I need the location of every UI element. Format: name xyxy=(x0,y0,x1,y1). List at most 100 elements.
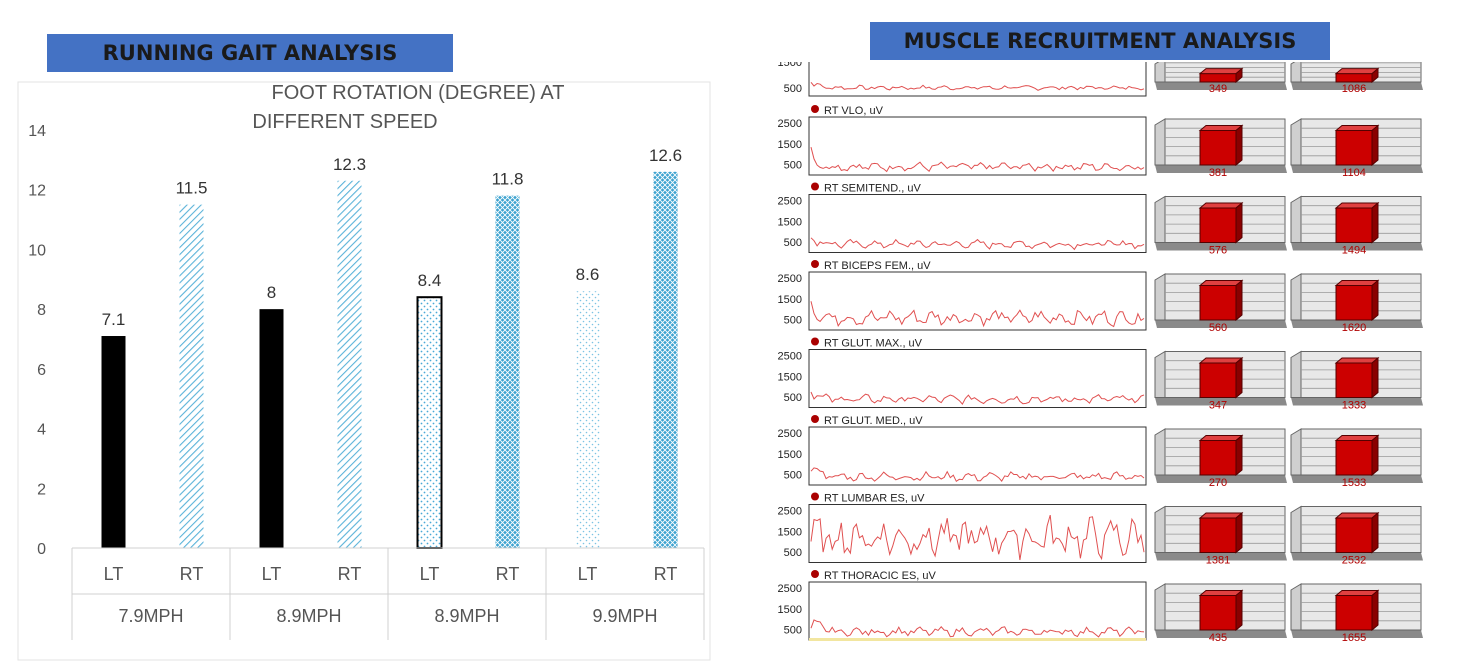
emg-panel: 1500 500 349 1086 RT VLO, uV 500 1500 2500 381 11… xyxy=(778,62,1423,644)
channel-plot-box xyxy=(808,581,1147,641)
level-bar-top xyxy=(1334,590,1380,596)
channel-plot-box xyxy=(808,194,1147,253)
level-box-side xyxy=(1290,118,1302,166)
level-box-side xyxy=(1154,505,1166,553)
channel-marker-icon xyxy=(811,260,819,268)
channel-plot-box xyxy=(808,349,1147,408)
level-bar-side xyxy=(1235,279,1243,322)
level-bar-side xyxy=(1235,589,1243,632)
level-bar-side xyxy=(1235,356,1243,399)
muscle-recruitment-banner: MUSCLE RECRUITMENT ANALYSIS xyxy=(870,22,1330,60)
bar-value-label-2-lt: 8.4 xyxy=(418,271,442,290)
channel-marker-icon xyxy=(811,105,819,113)
emg-channel-7: RT THORACIC ES, uV 500 1500 2500 435 1655 xyxy=(778,570,1423,644)
y-tick-label-2: 2500 xyxy=(778,583,802,595)
level-bar-side xyxy=(1371,434,1379,477)
bar-category-label-0-lt: LT xyxy=(104,564,124,584)
level-bar-top xyxy=(1198,357,1244,364)
bar-value-label-0-lt: 7.1 xyxy=(102,310,126,329)
level-value-2: 1533 xyxy=(1342,477,1366,489)
channel-marker-icon xyxy=(811,570,819,578)
level-bar-side xyxy=(1235,67,1243,84)
level-value-1: 1381 xyxy=(1206,555,1230,567)
level-bar-side xyxy=(1371,279,1379,322)
bar-category-label-2-rt: RT xyxy=(496,564,520,584)
level-bar-front xyxy=(1199,440,1237,476)
emg-channel-4: RT GLUT. MAX., uV 500 1500 2500 347 1333 xyxy=(778,337,1423,412)
y-tick-label-0: 500 xyxy=(784,470,802,482)
y-tick-label-1: 1500 xyxy=(778,294,802,306)
level-box-1: 381 xyxy=(1154,118,1287,179)
bar-category-label-3-rt: RT xyxy=(654,564,678,584)
level-bar-top xyxy=(1334,68,1380,75)
y-tick-label-2: 4 xyxy=(37,422,46,439)
level-box-1: 435 xyxy=(1154,583,1287,644)
bar-value-label-2-rt: 11.8 xyxy=(492,170,524,189)
level-bar-side xyxy=(1235,511,1243,554)
level-bar-front xyxy=(1199,285,1237,321)
emg-trace xyxy=(810,81,1145,91)
level-box-side xyxy=(1154,583,1166,631)
emg-trace xyxy=(810,146,1145,173)
bar-category-label-3-lt: LT xyxy=(578,564,598,584)
level-box-2: 2532 xyxy=(1290,505,1423,567)
group-label-3: 9.9MPH xyxy=(592,606,657,626)
bar-0-lt xyxy=(101,336,126,548)
level-box-floor xyxy=(1155,320,1287,328)
bar-value-label-1-lt: 8 xyxy=(267,283,276,302)
y-tick-label-0: 500 xyxy=(784,237,802,249)
level-value-2: 2532 xyxy=(1342,555,1366,567)
level-bar-front xyxy=(1335,73,1373,83)
bar-category-label-1-rt: RT xyxy=(338,564,362,584)
emg-channel-2: RT SEMITEND., uV 500 1500 2500 576 1494 xyxy=(778,182,1423,257)
level-bar-front xyxy=(1199,362,1237,398)
chart-title-line-1: FOOT ROTATION (DEGREE) AT xyxy=(272,82,565,104)
trace-scrollbar xyxy=(809,638,1146,641)
y-tick-label-0: 500 xyxy=(784,547,802,559)
level-box-side xyxy=(1290,273,1302,321)
level-box-floor xyxy=(1155,397,1287,406)
y-tick-label-6: 12 xyxy=(28,183,46,200)
bar-category-label-1-lt: LT xyxy=(262,564,282,584)
emg-channel-3: RT BICEPS FEM., uV 500 1500 2500 560 1620 xyxy=(778,260,1423,334)
y-tick-label-2: 2500 xyxy=(778,506,802,518)
y-tick-partial: 1500 xyxy=(778,62,802,69)
bar-1-rt xyxy=(337,180,362,548)
channel-plot-box xyxy=(808,62,1147,97)
bar-value-label-3-lt: 8.6 xyxy=(576,265,600,284)
level-box-side xyxy=(1154,350,1166,398)
level-box-2: 1655 xyxy=(1290,583,1423,644)
level-box-floor xyxy=(1291,475,1423,483)
level-box-1: 1381 xyxy=(1154,505,1287,567)
y-tick-label-2: 2500 xyxy=(778,351,802,363)
level-box-side xyxy=(1290,195,1302,243)
level-box-floor xyxy=(1291,552,1423,561)
level-bar-front xyxy=(1199,207,1237,243)
level-bar-top xyxy=(1198,202,1244,209)
level-box-2: 1086 xyxy=(1290,62,1423,95)
level-box-floor xyxy=(1291,82,1423,90)
level-bar-top xyxy=(1198,435,1244,441)
y-tick-label-7: 14 xyxy=(28,123,46,140)
emg-channel-0: 1500 500 349 1086 xyxy=(778,62,1423,97)
level-bar-side xyxy=(1235,201,1243,244)
y-tick-label-0: 500 xyxy=(784,160,802,172)
y-tick-label-2: 2500 xyxy=(778,118,802,130)
level-value-1: 270 xyxy=(1209,477,1227,489)
level-box-floor xyxy=(1291,397,1423,406)
chart-title-line-2: DIFFERENT SPEED xyxy=(252,111,437,133)
level-box-side xyxy=(1290,350,1302,398)
y-tick-label-0: 500 xyxy=(784,392,802,404)
group-label-0: 7.9MPH xyxy=(118,606,183,626)
level-box-floor xyxy=(1155,475,1287,483)
level-box-2: 1104 xyxy=(1290,118,1423,179)
y-tick-label-1: 1500 xyxy=(778,371,802,383)
y-tick-label-3: 6 xyxy=(37,362,46,379)
bar-0-rt xyxy=(179,204,204,548)
bar-3-rt xyxy=(653,171,678,549)
level-bar-top xyxy=(1334,512,1380,519)
level-box-floor xyxy=(1155,630,1287,638)
channel-label: RT GLUT. MED., uV xyxy=(824,415,923,427)
level-value-2: 1086 xyxy=(1342,83,1366,95)
y-tick-label-1: 1500 xyxy=(778,139,802,151)
